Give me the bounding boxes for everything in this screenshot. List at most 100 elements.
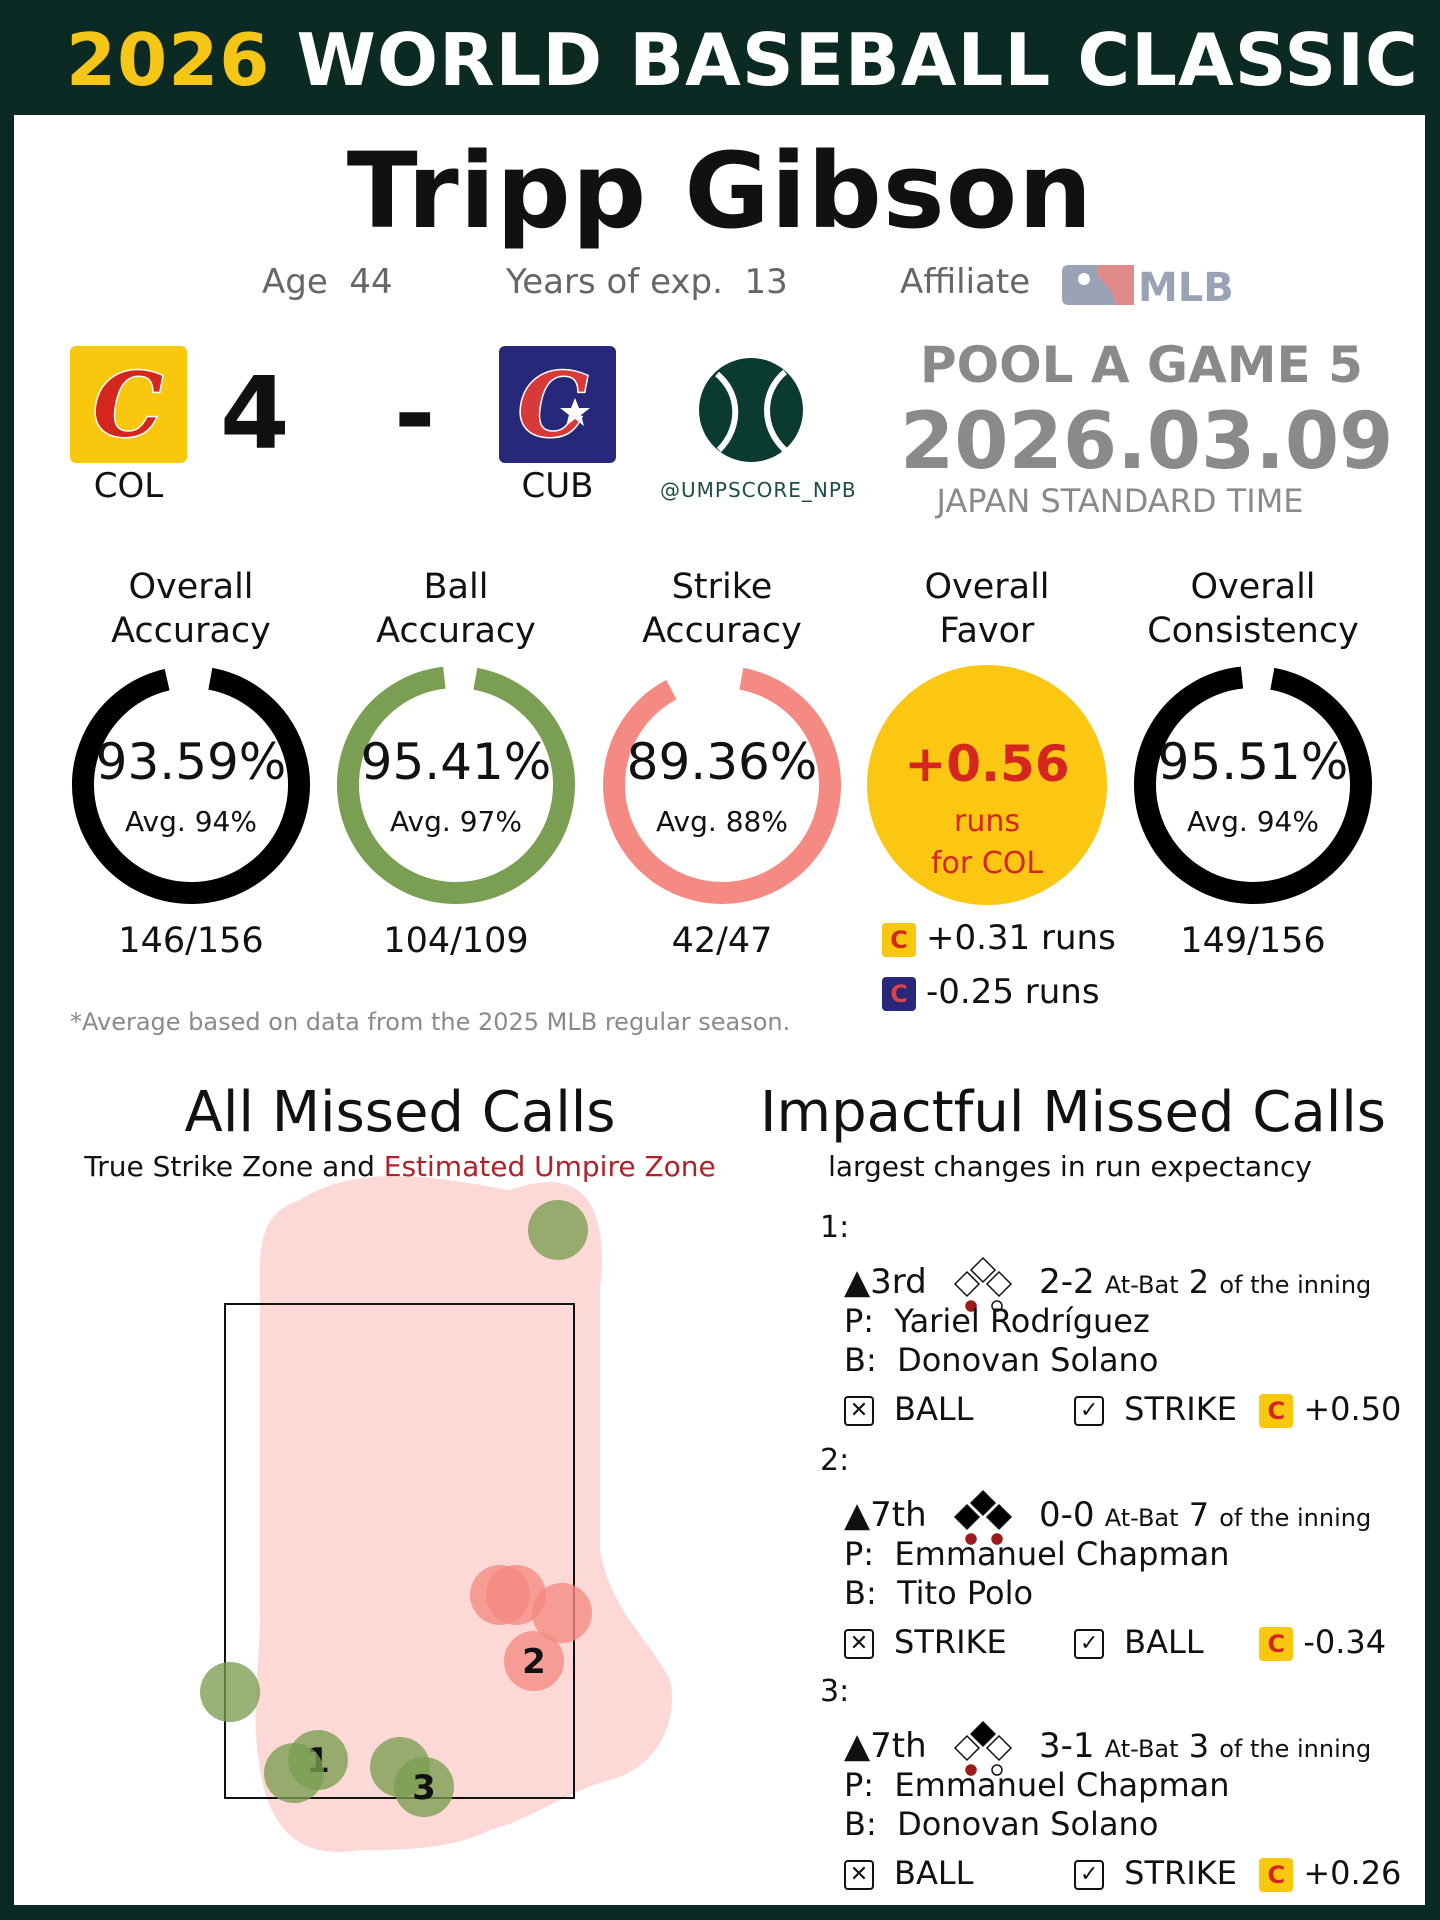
umpire-zone-area xyxy=(255,1176,672,1852)
metric-title: Overall Accuracy xyxy=(58,565,324,655)
subtitle-plain: True Strike Zone and xyxy=(84,1150,384,1183)
away-team-abbr: COL xyxy=(93,466,164,506)
favor-unit-team: for COL xyxy=(930,846,1044,881)
x-box-icon: ✕ xyxy=(844,1396,874,1426)
call-batter: B: Tito Polo xyxy=(844,1574,1033,1612)
batter-label: B: xyxy=(844,1574,877,1612)
game-date: 2026.03.09 xyxy=(900,397,1394,487)
ring-gauge xyxy=(603,667,841,904)
check-box-icon: ✓ xyxy=(1074,1629,1105,1659)
consistency-ring: 95.51% Avg. 94% xyxy=(1133,665,1373,905)
game-timezone: JAPAN STANDARD TIME xyxy=(936,482,1304,520)
age-label: Age xyxy=(262,262,328,302)
called-label: BALL xyxy=(894,1390,974,1428)
metric-value: 93.59% xyxy=(95,733,287,791)
pitch-marker xyxy=(486,1565,546,1625)
metric-title-line1: Overall xyxy=(1190,567,1316,607)
metric-value: 89.36% xyxy=(626,733,818,791)
impactful-calls-subtitle: largest changes in run expectancy xyxy=(828,1150,1312,1183)
call-situation: ▲7th 3-1 At-Bat 3 of the inning xyxy=(844,1718,1371,1778)
pitcher-label: P: xyxy=(844,1535,875,1573)
call-number: 1: xyxy=(820,1210,850,1245)
affiliate-label: Affiliate xyxy=(900,262,1031,302)
metric-title-line2: Consistency xyxy=(1147,611,1359,651)
umpire-name: Tripp Gibson xyxy=(346,130,1094,252)
bases-diamond-icon xyxy=(953,1256,1012,1312)
correct-label: STRIKE xyxy=(1124,1390,1237,1428)
call-result: ✕ BALL ✓ STRIKE C +0.50 xyxy=(844,1390,1401,1428)
col-team-logo: C xyxy=(70,346,187,463)
check-box-icon: ✓ xyxy=(1074,1396,1105,1426)
metric-overall-consistency: Overall Consistency 95.51% Avg. 94% 149/1… xyxy=(1120,565,1386,961)
strike-zone-plot: 213 xyxy=(200,1176,672,1852)
call-count: 3-1 xyxy=(1039,1726,1095,1766)
baseball-icon xyxy=(699,358,803,462)
call-inning: ▲7th xyxy=(844,1726,927,1766)
correct-label: BALL xyxy=(1124,1623,1204,1661)
ring-arc xyxy=(72,667,310,904)
call-atbat: 2 xyxy=(1188,1263,1210,1301)
batter-name: Donovan Solano xyxy=(897,1341,1159,1379)
call-pitcher: P: Emmanuel Chapman xyxy=(844,1766,1230,1804)
metric-title-line1: Overall xyxy=(924,567,1050,607)
pitch-label: 3 xyxy=(412,1768,436,1808)
call-result: ✕ BALL ✓ STRIKE C +0.26 xyxy=(844,1854,1401,1892)
pitcher-label: P: xyxy=(844,1766,875,1804)
batter-label: B: xyxy=(844,1805,877,1843)
impactful-calls-title: Impactful Missed Calls xyxy=(760,1080,1386,1145)
cub-logo-icon: C xyxy=(516,352,590,459)
exp-label: Years of exp. xyxy=(506,262,723,302)
favor-unit-runs: runs xyxy=(954,804,1020,839)
call-pitcher: P: Emmanuel Chapman xyxy=(844,1535,1230,1573)
metric-title-line2: Accuracy xyxy=(111,611,271,651)
favor-circle: +0.56 runs for COL xyxy=(867,665,1107,905)
affiliate-value: MLB xyxy=(1138,265,1234,307)
pitch-marker xyxy=(532,1583,592,1643)
col-mini-logo-icon: C xyxy=(1259,1627,1294,1661)
ring-arc xyxy=(603,667,841,904)
footnote: *Average based on data from the 2025 MLB… xyxy=(70,1008,791,1036)
home-team-abbr: CUB xyxy=(521,466,594,506)
metric-overall-accuracy: Overall Accuracy 93.59% Avg. 94% 146/156 xyxy=(58,565,324,961)
call-of-inning: of the inning xyxy=(1219,1504,1372,1532)
call-delta: -0.34 xyxy=(1303,1623,1387,1661)
pitch-markers: 213 xyxy=(200,1200,592,1817)
pitch-marker xyxy=(528,1200,588,1260)
pitcher-name: Emmanuel Chapman xyxy=(894,1766,1230,1804)
header-title: 2026 WORLD BASEBALL CLASSIC xyxy=(66,18,1419,102)
pitch-marker: 2 xyxy=(504,1631,564,1691)
pitch-marker: 3 xyxy=(394,1757,454,1817)
metric-title-line1: Strike xyxy=(671,567,773,607)
bases-diamond-icon xyxy=(953,1489,1012,1545)
metric-count: 104/109 xyxy=(383,921,529,961)
umpscore-handle: @UMPSCORE_NPB xyxy=(660,478,857,502)
metric-count: 146/156 xyxy=(118,921,264,961)
accuracy-ring: 95.41% Avg. 97% xyxy=(336,665,576,905)
called-label: STRIKE xyxy=(894,1623,1007,1661)
metric-title: Ball Accuracy xyxy=(323,565,589,655)
pitch-marker xyxy=(264,1743,324,1803)
call-count: 2-2 xyxy=(1039,1262,1095,1302)
accuracy-ring: 93.59% Avg. 94% xyxy=(71,665,311,905)
col-mini-logo-icon: C xyxy=(1259,1394,1294,1428)
col-logo-icon: C xyxy=(91,352,164,459)
header-event: WORLD BASEBALL CLASSIC xyxy=(296,18,1419,102)
subtitle-red: Estimated Umpire Zone xyxy=(383,1150,716,1183)
favor-col-runs: +0.31 runs xyxy=(926,918,1116,958)
batter-name: Donovan Solano xyxy=(897,1805,1159,1843)
batter-name: Tito Polo xyxy=(897,1574,1034,1612)
favor-unit: runs for COL xyxy=(867,801,1107,885)
impactful-call: 1: ▲3rd 2-2 At-Bat 2 of the inning P: Ya… xyxy=(820,1210,1401,1440)
header-year: 2026 xyxy=(66,18,271,102)
metric-strike-accuracy: Strike Accuracy 89.36% Avg. 88% 42/47 xyxy=(589,565,855,961)
missed-calls-title: All Missed Calls xyxy=(184,1080,616,1145)
impactful-call: 2: ▲7th 0-0 At-Bat 7 of the inning P: Em… xyxy=(820,1443,1386,1673)
age-info: Age 44 xyxy=(262,262,393,302)
call-of-inning: of the inning xyxy=(1219,1271,1372,1299)
metric-ball-accuracy: Ball Accuracy 95.41% Avg. 97% 104/109 xyxy=(323,565,589,961)
metric-count: 42/47 xyxy=(671,921,773,961)
call-atbat: 7 xyxy=(1188,1496,1210,1534)
impactful-call: 3: ▲7th 3-1 At-Bat 3 of the inning P: Em… xyxy=(820,1674,1401,1904)
header-bar: 2026 WORLD BASEBALL CLASSIC xyxy=(0,0,1440,115)
metric-average: Avg. 88% xyxy=(656,805,788,838)
